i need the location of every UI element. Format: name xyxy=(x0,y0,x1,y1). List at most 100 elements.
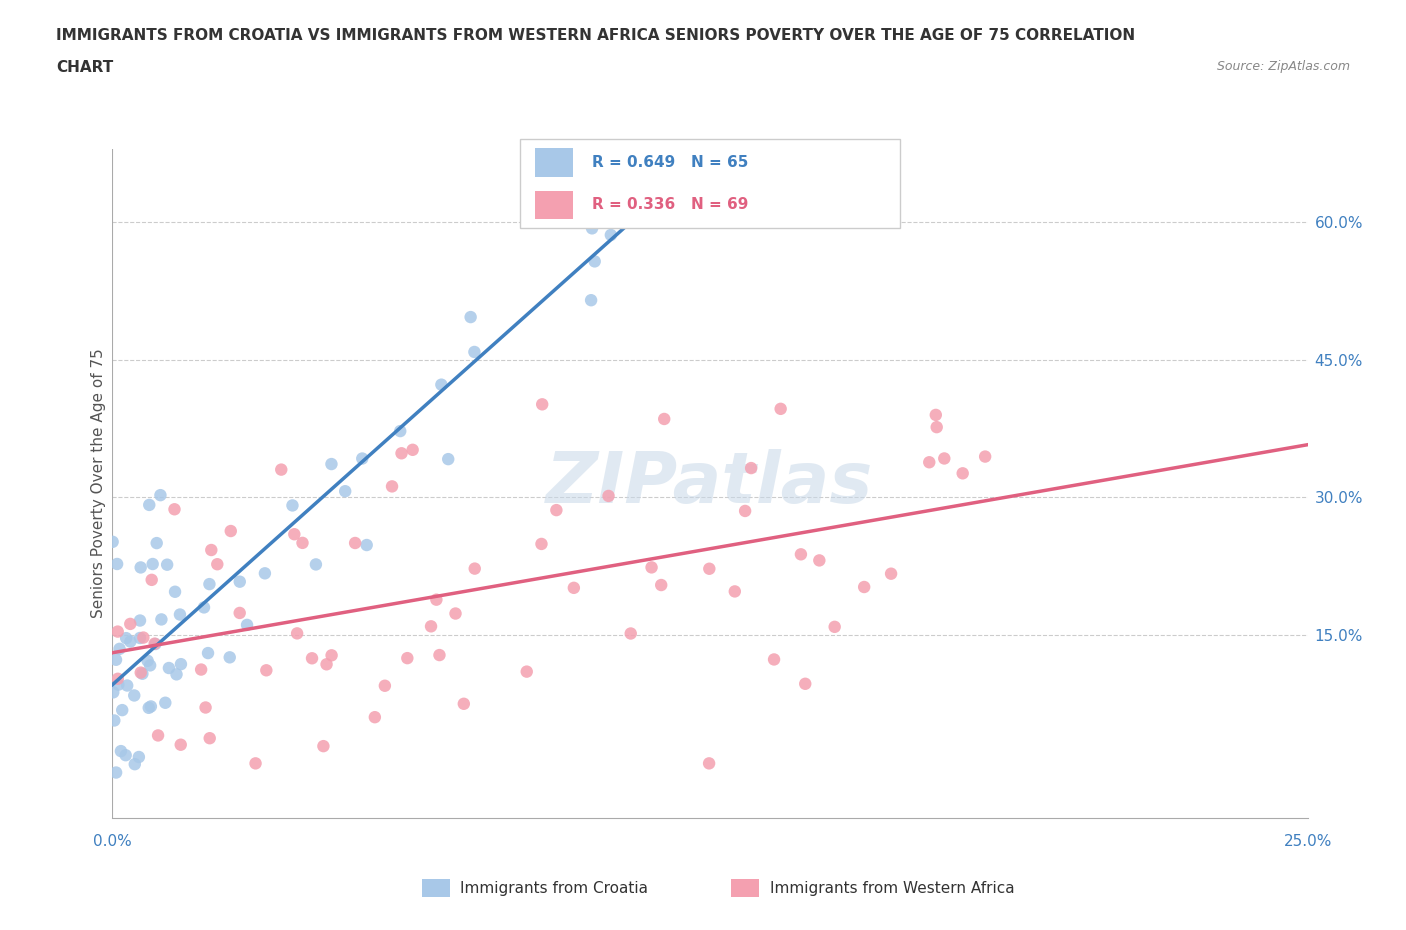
Point xyxy=(138,498,160,512)
Point xyxy=(356,538,378,552)
Point xyxy=(583,254,606,269)
Point xyxy=(170,737,193,752)
Point xyxy=(115,678,138,693)
Point xyxy=(139,658,162,672)
Point xyxy=(131,666,153,681)
Point xyxy=(120,634,142,649)
Point xyxy=(146,728,169,743)
Point xyxy=(107,677,129,692)
Point xyxy=(128,750,150,764)
Point xyxy=(143,636,166,651)
Point xyxy=(149,487,172,502)
Point xyxy=(218,650,240,665)
Point xyxy=(444,606,467,621)
Point xyxy=(880,566,903,581)
Point xyxy=(934,451,956,466)
Point xyxy=(794,676,817,691)
Point xyxy=(546,197,568,212)
Point xyxy=(198,731,221,746)
Point xyxy=(562,580,585,595)
Point xyxy=(115,631,138,645)
Point xyxy=(197,645,219,660)
Point xyxy=(598,488,620,503)
Point xyxy=(157,660,180,675)
Point xyxy=(132,631,155,645)
Point xyxy=(697,562,720,577)
Point xyxy=(429,647,451,662)
Point xyxy=(105,765,128,780)
Point xyxy=(139,699,162,714)
Point xyxy=(464,561,486,576)
Point xyxy=(824,619,846,634)
Point xyxy=(111,703,134,718)
Point xyxy=(925,419,948,434)
Point xyxy=(531,397,554,412)
Point xyxy=(163,502,186,517)
Point xyxy=(374,678,396,693)
Point xyxy=(401,443,423,458)
Point xyxy=(724,584,747,599)
Point xyxy=(918,455,941,470)
Point xyxy=(853,579,876,594)
Point xyxy=(101,535,124,550)
FancyBboxPatch shape xyxy=(520,140,900,228)
Point xyxy=(155,696,177,711)
Text: ZIPatlas: ZIPatlas xyxy=(547,449,873,518)
Point xyxy=(974,449,997,464)
Point xyxy=(291,536,314,551)
Point xyxy=(925,407,948,422)
Point xyxy=(169,607,191,622)
Point xyxy=(129,631,152,645)
Text: R = 0.336   N = 69: R = 0.336 N = 69 xyxy=(592,197,749,212)
Point xyxy=(808,553,831,568)
Text: Immigrants from Western Africa: Immigrants from Western Africa xyxy=(770,881,1014,896)
Bar xyxy=(422,879,450,897)
Point xyxy=(740,460,762,475)
Point xyxy=(194,700,217,715)
Point xyxy=(453,697,475,711)
Point xyxy=(143,637,166,652)
Text: R = 0.649   N = 65: R = 0.649 N = 65 xyxy=(592,155,749,170)
Point xyxy=(193,600,215,615)
Bar xyxy=(536,191,574,219)
Point xyxy=(599,228,621,243)
Point xyxy=(321,648,343,663)
Point xyxy=(114,748,136,763)
Point xyxy=(142,556,165,571)
Point xyxy=(105,556,128,571)
Point xyxy=(697,756,720,771)
Point xyxy=(200,542,222,557)
Point xyxy=(190,662,212,677)
Point xyxy=(166,667,188,682)
Point xyxy=(103,684,125,699)
Point xyxy=(396,651,419,666)
Point xyxy=(579,293,602,308)
Point xyxy=(285,626,308,641)
Bar xyxy=(536,148,574,177)
Point xyxy=(107,624,129,639)
Point xyxy=(364,710,387,724)
Point xyxy=(129,613,152,628)
Point xyxy=(281,498,304,512)
Point xyxy=(120,617,142,631)
Point xyxy=(581,221,603,236)
Point xyxy=(546,503,568,518)
Point xyxy=(122,688,145,703)
Point xyxy=(136,654,159,669)
Text: 25.0%: 25.0% xyxy=(1284,834,1331,849)
Text: IMMIGRANTS FROM CROATIA VS IMMIGRANTS FROM WESTERN AFRICA SENIORS POVERTY OVER T: IMMIGRANTS FROM CROATIA VS IMMIGRANTS FR… xyxy=(56,28,1136,43)
Point xyxy=(108,642,131,657)
Point xyxy=(391,445,413,460)
Point xyxy=(124,757,146,772)
Point xyxy=(150,612,173,627)
Point xyxy=(437,452,460,467)
Point xyxy=(207,557,229,572)
Point xyxy=(614,214,637,229)
Text: 0.0%: 0.0% xyxy=(93,834,132,849)
Point xyxy=(236,618,259,632)
Point xyxy=(640,560,662,575)
Point xyxy=(110,744,132,759)
Point xyxy=(129,665,152,680)
Point xyxy=(245,756,267,771)
Point xyxy=(229,574,252,589)
